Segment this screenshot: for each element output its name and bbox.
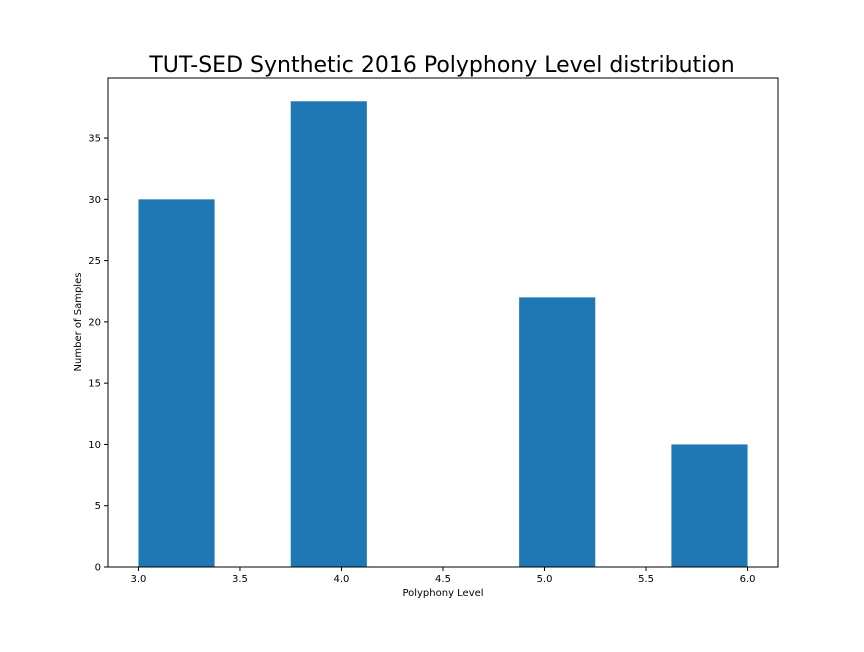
bars-group: [138, 101, 748, 567]
y-tick-label: 20: [88, 317, 101, 328]
chart-title: TUT-SED Synthetic 2016 Polyphony Level d…: [148, 53, 734, 78]
histogram-bar-1: [138, 199, 215, 567]
y-tick-label: 30: [88, 195, 101, 206]
x-tick-label: 3.0: [130, 574, 146, 585]
histogram-bar-2: [290, 101, 367, 567]
y-tick-label: 10: [88, 440, 101, 451]
histogram-bar-4: [671, 444, 748, 567]
histogram-bar-3: [519, 297, 596, 567]
x-tick-label: 3.5: [232, 574, 248, 585]
plot-frame: [107, 77, 779, 568]
x-axis-label: Polyphony Level: [402, 588, 483, 599]
y-tick-label: 15: [88, 379, 101, 390]
x-tick-label: 6.0: [740, 574, 756, 585]
y-tick-label: 0: [95, 563, 101, 574]
x-tick-label: 4.5: [435, 574, 451, 585]
y-tick-label: 35: [88, 134, 101, 145]
y-axis-ticks: 0 5 10 15 20 25 30 35: [88, 134, 108, 574]
y-tick-label: 5: [95, 501, 101, 512]
y-axis-label: Number of Samples: [73, 273, 84, 372]
y-tick-label: 25: [88, 256, 101, 267]
x-axis-ticks: 3.0 3.5 4.0 4.5 5.0 5.5 6.0: [130, 567, 756, 585]
x-tick-label: 4.0: [334, 574, 350, 585]
x-tick-label: 5.5: [638, 574, 654, 585]
x-tick-label: 5.0: [537, 574, 553, 585]
